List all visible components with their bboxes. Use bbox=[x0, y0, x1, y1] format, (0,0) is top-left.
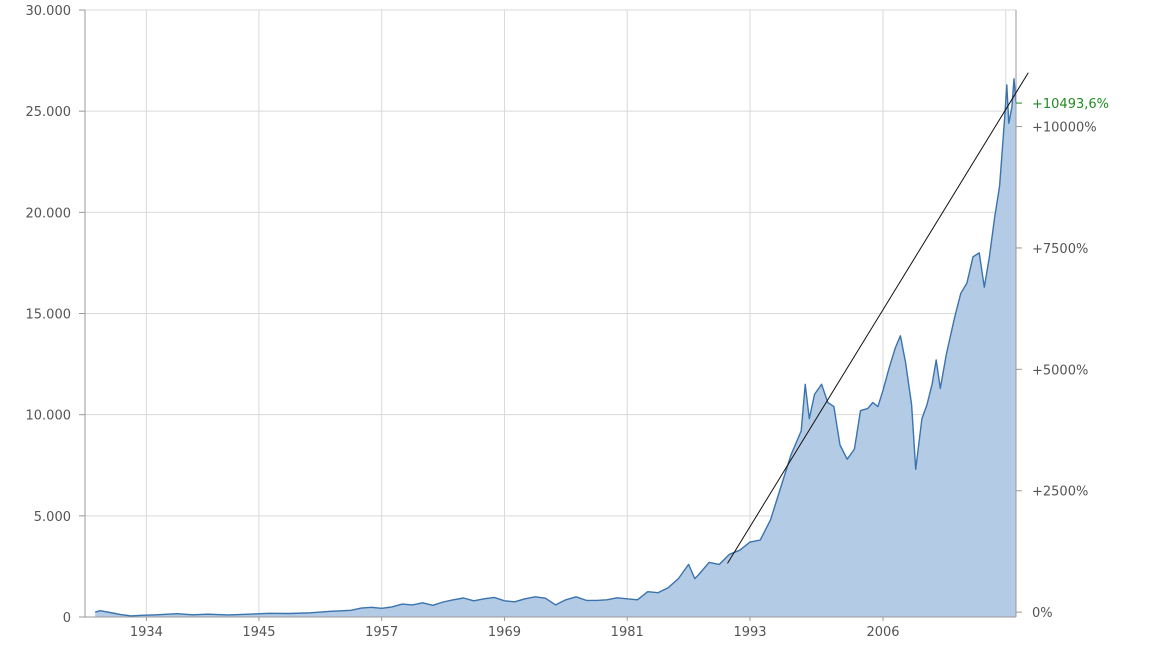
trend-layer bbox=[727, 72, 1029, 564]
x-tick-label: 1957 bbox=[365, 625, 398, 640]
x-tick-label: 1969 bbox=[488, 625, 521, 640]
area-layer bbox=[95, 78, 1017, 618]
pct-tick-label: +10000% bbox=[1032, 121, 1097, 136]
y-tick-label: 20.000 bbox=[26, 206, 72, 221]
last-change-label: +10493,6% bbox=[1032, 97, 1109, 112]
pct-tick-label: +5000% bbox=[1032, 363, 1088, 378]
y-tick-label: 30.000 bbox=[26, 4, 72, 19]
series-line bbox=[95, 78, 1017, 617]
pct-tick-label: 0% bbox=[1032, 606, 1053, 621]
label-layer: 0 5.000 10.000 15.000 20.000 25.000 30.000 1934… bbox=[26, 4, 1110, 640]
x-tick-label: 1993 bbox=[733, 625, 766, 640]
pct-tick-label: +2500% bbox=[1032, 485, 1088, 500]
x-tick-label: 1934 bbox=[130, 625, 163, 640]
x-tick-label: 1945 bbox=[242, 625, 275, 640]
x-tick-label: 1981 bbox=[611, 625, 644, 640]
y-tick-label: 15.000 bbox=[26, 308, 72, 323]
y-tick-label: 5.000 bbox=[34, 510, 71, 525]
y-tick-label: 0 bbox=[63, 611, 71, 626]
y-tick-label: 10.000 bbox=[26, 409, 72, 424]
y-tick-label: 25.000 bbox=[26, 105, 72, 120]
x-tick-label: 2006 bbox=[866, 625, 899, 640]
series-area bbox=[95, 78, 1016, 618]
pct-tick-label: +7500% bbox=[1032, 242, 1088, 257]
axis-layer bbox=[79, 9, 1022, 621]
trend-line bbox=[727, 72, 1029, 564]
